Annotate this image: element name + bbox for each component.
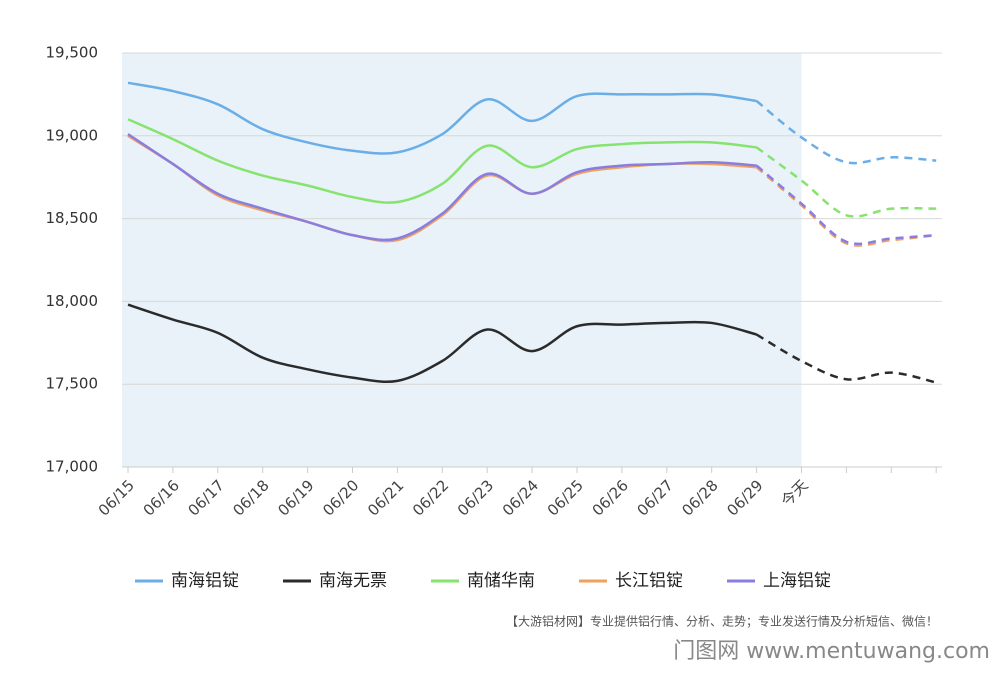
- legend-label: 南海铝锭: [171, 571, 239, 591]
- series-line: [127, 303, 757, 384]
- y-tick-label: 17,000: [46, 458, 99, 476]
- plot: 17,000 17,500 18,000 18,500 19,000 19,500 06/1…: [46, 44, 942, 591]
- watermark: 门图网 www.mentuwang.com: [673, 639, 990, 664]
- forecast-line: [755, 166, 937, 247]
- y-tick-label: 17,500: [46, 375, 99, 393]
- x-tick-label: 06/26: [589, 476, 632, 519]
- x-tick-label: 06/15: [95, 476, 138, 519]
- x-tick-label: 今天: [778, 476, 812, 510]
- legend-label: 南海无票: [319, 571, 387, 591]
- x-tick-label: 06/18: [229, 476, 272, 519]
- x-tick-label: 06/24: [499, 476, 542, 519]
- x-tick-label: 06/27: [634, 476, 677, 519]
- x-tick-label: 06/29: [723, 476, 766, 519]
- forecast-line: [755, 333, 937, 384]
- y-tick-label: 19,500: [46, 44, 99, 62]
- x-tick-label: 06/28: [678, 476, 721, 519]
- series-line: [127, 81, 757, 155]
- x-tick-label: 06/21: [364, 476, 407, 519]
- footnote: 【大游铝材网】专业提供铝行情、分析、走势；专业发送行情及分析短信、微信！: [506, 614, 938, 629]
- legend-label: 上海铝锭: [763, 571, 831, 591]
- y-tick-label: 18,500: [46, 209, 99, 227]
- x-tick-label: 06/25: [544, 476, 587, 519]
- forecast-line: [755, 164, 937, 246]
- x-tick-label: 06/22: [409, 476, 452, 519]
- history-band: [122, 53, 802, 467]
- series-line: [127, 118, 757, 204]
- legend-label: 长江铝锭: [615, 571, 683, 591]
- x-tick-label: 06/20: [319, 476, 362, 519]
- forecast-line: [755, 146, 937, 218]
- x-tick-label: 06/16: [140, 476, 183, 519]
- forecast-line: [755, 100, 937, 165]
- y-tick-label: 18,000: [46, 292, 99, 310]
- x-tick-label: 06/19: [274, 476, 317, 519]
- y-tick-label: 19,000: [46, 126, 99, 144]
- x-tick-label: 06/23: [454, 476, 497, 519]
- legend-label: 南储华南: [467, 571, 535, 591]
- x-tick-label: 06/17: [185, 476, 228, 519]
- series-line: [127, 133, 757, 242]
